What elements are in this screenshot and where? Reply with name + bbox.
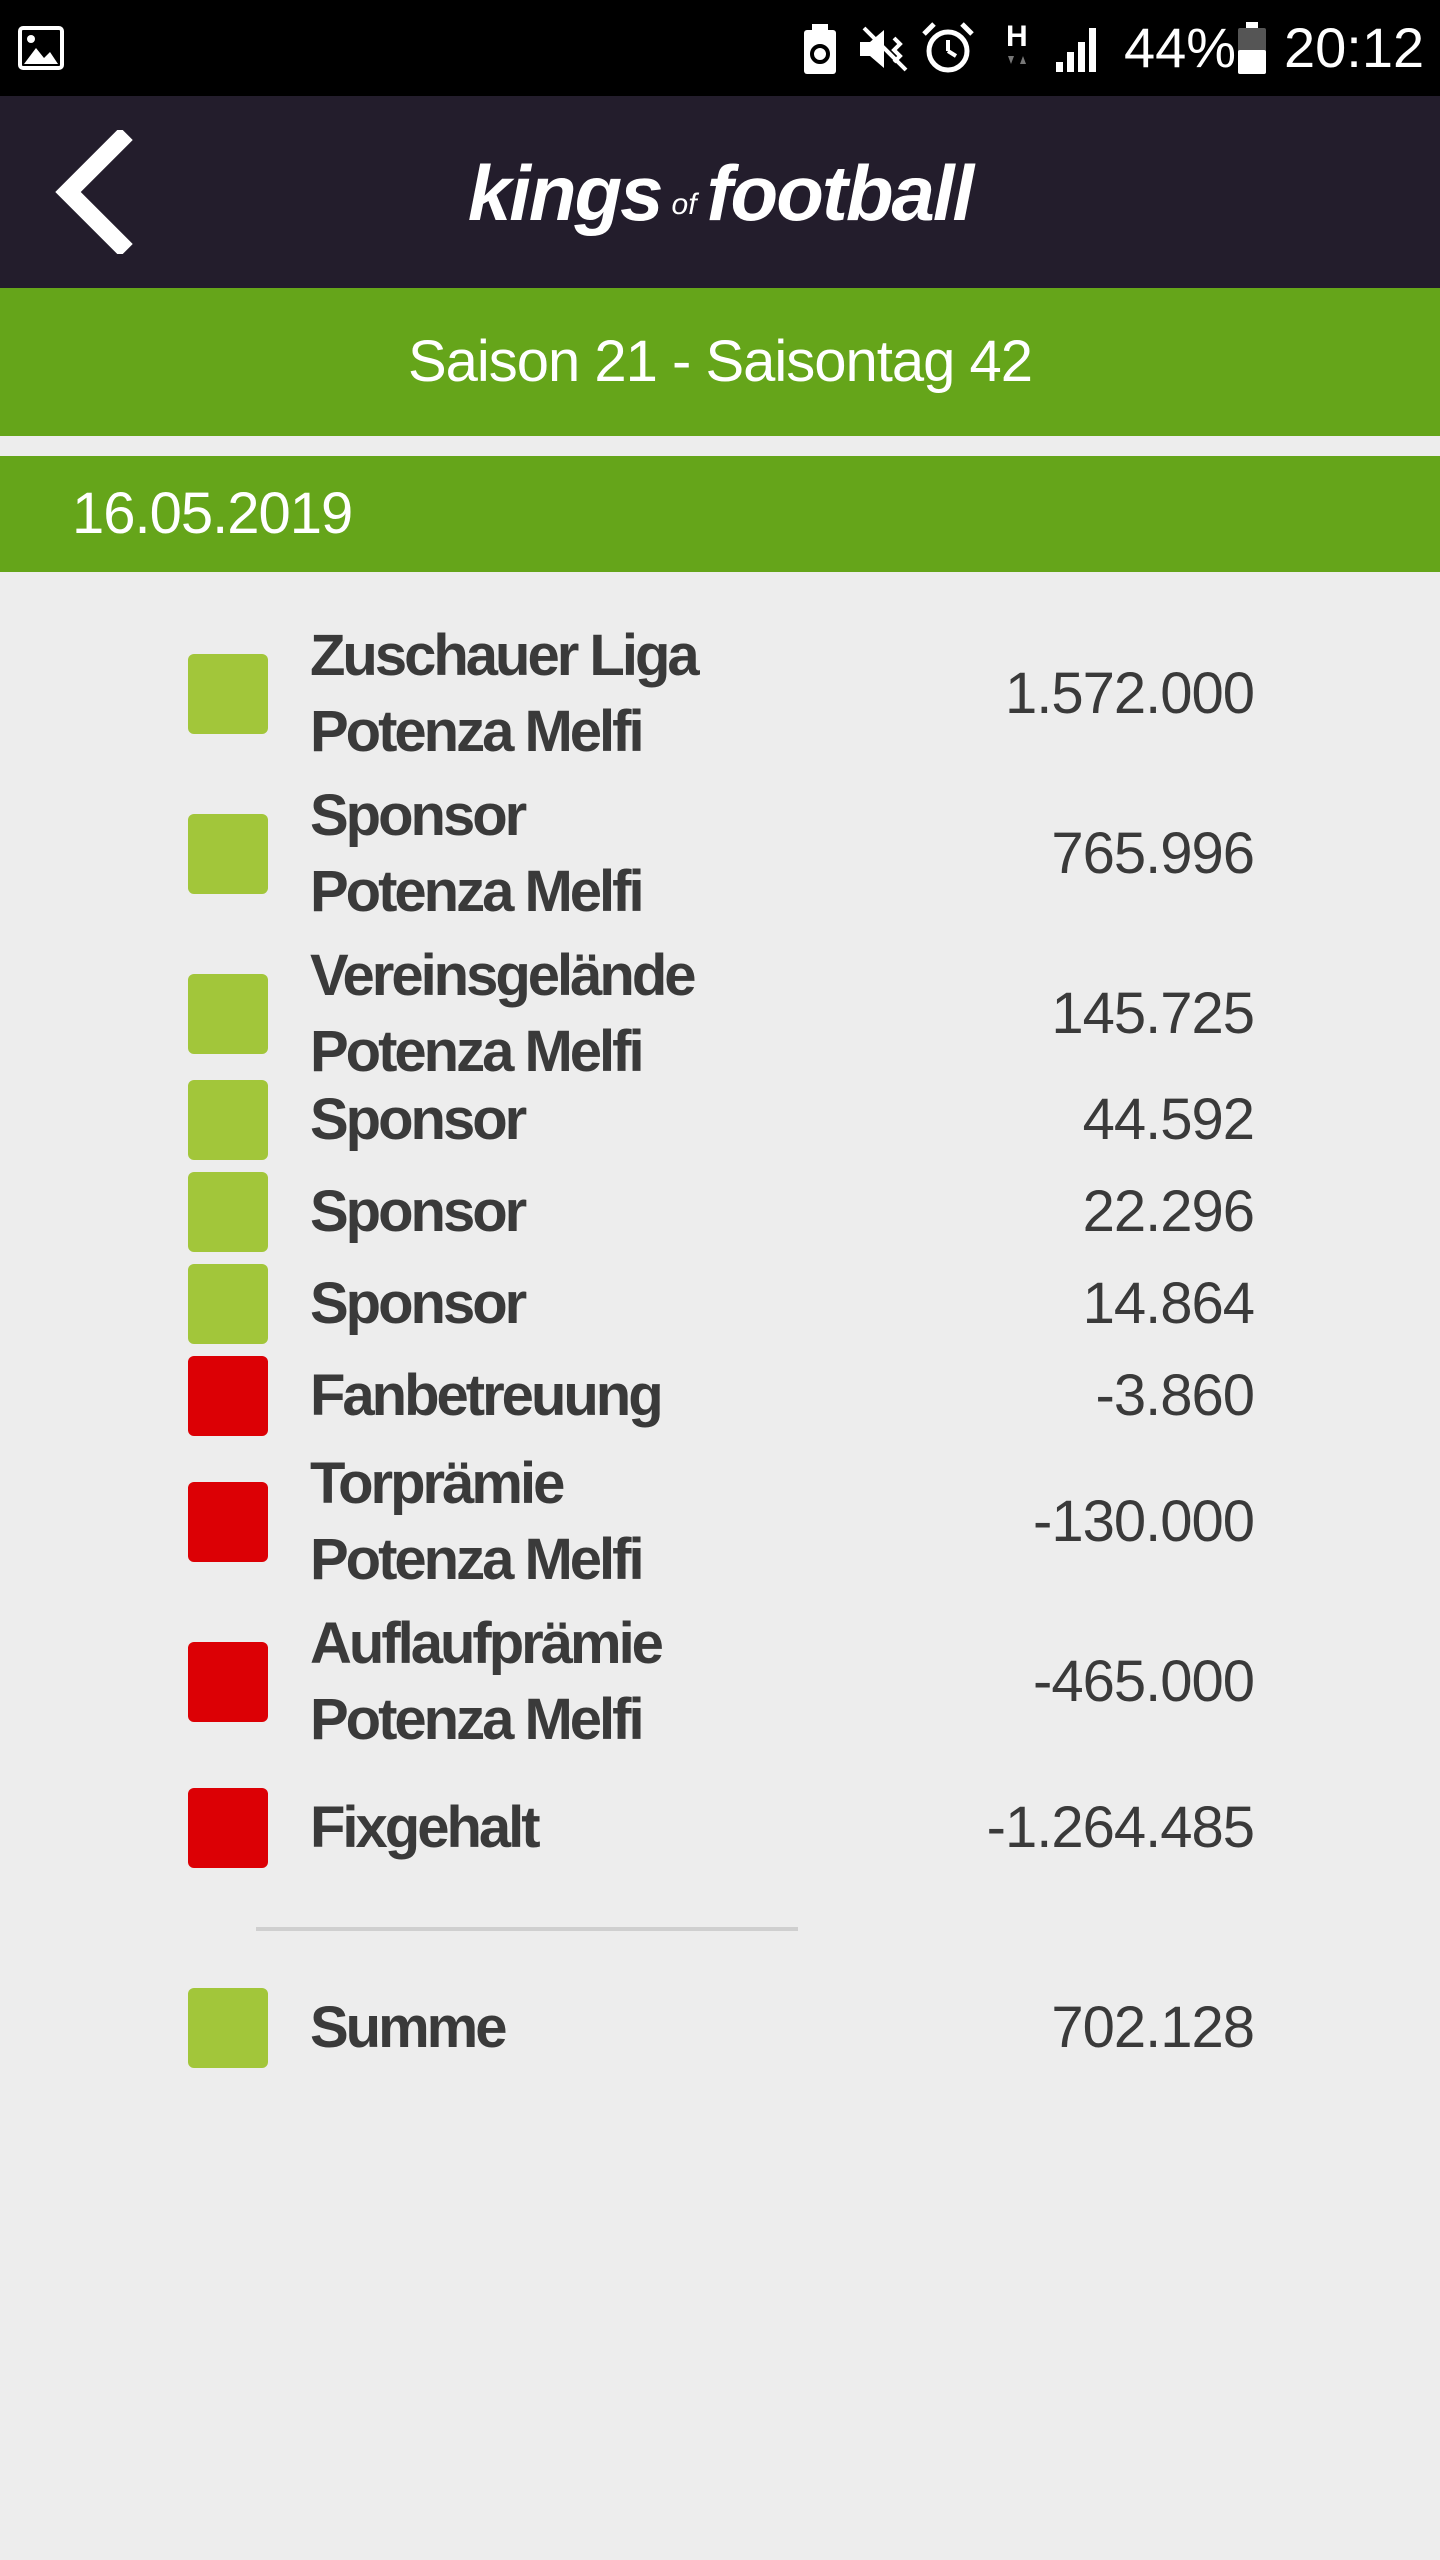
expense-indicator (188, 1482, 268, 1562)
entry-amount: -3.860 (1095, 1363, 1255, 1428)
income-indicator (188, 1080, 268, 1160)
entry-label: Fixgehalt (310, 1795, 541, 1860)
clock: 20:12 (1284, 16, 1425, 79)
total-row: Summe 702.128 (0, 1988, 1440, 2080)
entry-label-line1: Vereinsgelände (310, 943, 697, 1008)
entry-label: Vereinsgelände Potenza Melfi (310, 938, 697, 1090)
entry-label-line1: Torprämie (310, 1451, 565, 1516)
list-item: Fixgehalt -1.264.485 (0, 1748, 1440, 1868)
list-item: Sponsor Potenza Melfi 765.996 (0, 740, 1440, 924)
list-item: Sponsor 22.296 (0, 1152, 1440, 1252)
entry-label: Sponsor (310, 1271, 527, 1336)
entry-label-line2: Potenza Melfi (310, 1687, 645, 1752)
expense-indicator (188, 1356, 268, 1436)
entry-amount: 765.996 (1051, 821, 1255, 886)
data-arrows-icon (1008, 56, 1026, 64)
entry-label: Sponsor (310, 1087, 527, 1152)
entry-amount: -465.000 (1033, 1649, 1255, 1714)
entry-label-line1: Zuschauer Liga (310, 623, 700, 688)
entry-label-line2: Potenza Melfi (310, 1527, 645, 1592)
entry-amount: -1.264.485 (986, 1795, 1255, 1860)
entry-label: Fanbetreuung (310, 1363, 664, 1428)
entry-label: Auflaufprämie Potenza Melfi (310, 1606, 664, 1758)
mute-vibrate-icon (860, 26, 908, 72)
entry-label-line1: Sponsor (310, 783, 527, 848)
alarm-icon (922, 22, 974, 73)
status-bar: H 44% 20:12 (0, 0, 1440, 96)
list-item: Fanbetreuung -3.860 (0, 1336, 1440, 1436)
app-header: kings of football (0, 96, 1440, 288)
divider (256, 1927, 798, 1931)
entry-amount: -130.000 (1033, 1489, 1255, 1554)
battery-saver-icon (804, 24, 836, 74)
list-item: Sponsor 44.592 (0, 1060, 1440, 1160)
logo-football: football (706, 149, 975, 237)
entry-label-line2: Potenza Melfi (310, 1019, 645, 1084)
list-item: Vereinsgelände Potenza Melfi 145.725 (0, 900, 1440, 1084)
entry-label-line2: Potenza Melfi (310, 699, 645, 764)
total-amount: 702.128 (1051, 1995, 1255, 2060)
entry-label-line1: Auflaufprämie (310, 1611, 664, 1676)
expense-indicator (188, 1788, 268, 1868)
entry-amount: 44.592 (1082, 1087, 1255, 1152)
income-indicator (188, 1172, 268, 1252)
entry-label: Zuschauer Liga Potenza Melfi (310, 618, 700, 770)
list-item: Sponsor 14.864 (0, 1244, 1440, 1344)
logo-of: of (671, 188, 697, 221)
entry-amount: 145.725 (1051, 981, 1255, 1046)
expense-indicator (188, 1642, 268, 1722)
app-logo: kings of football (0, 148, 1440, 239)
entry-amount: 1.572.000 (1004, 661, 1255, 726)
income-indicator (188, 1988, 268, 2068)
list-item: Auflaufprämie Potenza Melfi -465.000 (0, 1588, 1440, 1752)
income-indicator (188, 654, 268, 734)
entry-label: Sponsor Potenza Melfi (310, 778, 645, 930)
entry-amount: 22.296 (1082, 1179, 1255, 1244)
signal-icon (1056, 28, 1096, 72)
gallery-icon (18, 26, 64, 70)
network-h-icon: H (1006, 20, 1028, 53)
list-item: Torprämie Potenza Melfi -130.000 (0, 1428, 1440, 1592)
date-label: 16.05.2019 (72, 481, 353, 546)
total-label: Summe (310, 1995, 508, 2060)
battery-percent: 44% (1124, 16, 1237, 79)
chevron-left-icon[interactable] (50, 130, 140, 254)
list-item: Zuschauer Liga Potenza Melfi 1.572.000 (0, 580, 1440, 764)
season-title: Saison 21 - Saisontag 42 (0, 288, 1440, 436)
income-indicator (188, 974, 268, 1054)
entry-label-line2: Potenza Melfi (310, 859, 645, 924)
entry-amount: 14.864 (1082, 1271, 1255, 1336)
entry-label: Torprämie Potenza Melfi (310, 1446, 645, 1598)
battery-icon (1238, 22, 1266, 74)
entry-label: Sponsor (310, 1179, 527, 1244)
income-indicator (188, 1264, 268, 1344)
logo-kings: kings (467, 149, 664, 237)
date-header: 16.05.2019 (0, 456, 1440, 572)
income-indicator (188, 814, 268, 894)
